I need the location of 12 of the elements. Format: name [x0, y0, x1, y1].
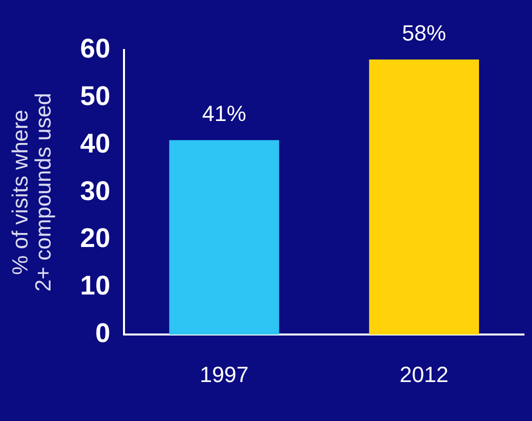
y-tick-label: 40 [80, 128, 110, 158]
x-tick-label: 2012 [400, 362, 449, 387]
data-label: 58% [402, 20, 446, 46]
y-tick-label: 10 [80, 270, 110, 301]
y-tick-label: 30 [80, 176, 110, 206]
y-tick-label: 60 [80, 33, 110, 64]
y-tick-label: 20 [80, 223, 110, 254]
y-tick-label: 50 [80, 80, 110, 111]
y-axis-title: % of visits where 2+ compounds used [8, 92, 56, 292]
data-label: 41% [202, 101, 246, 126]
y-tick-label: 0 [95, 318, 110, 348]
x-tick-label: 1997 [200, 362, 249, 387]
